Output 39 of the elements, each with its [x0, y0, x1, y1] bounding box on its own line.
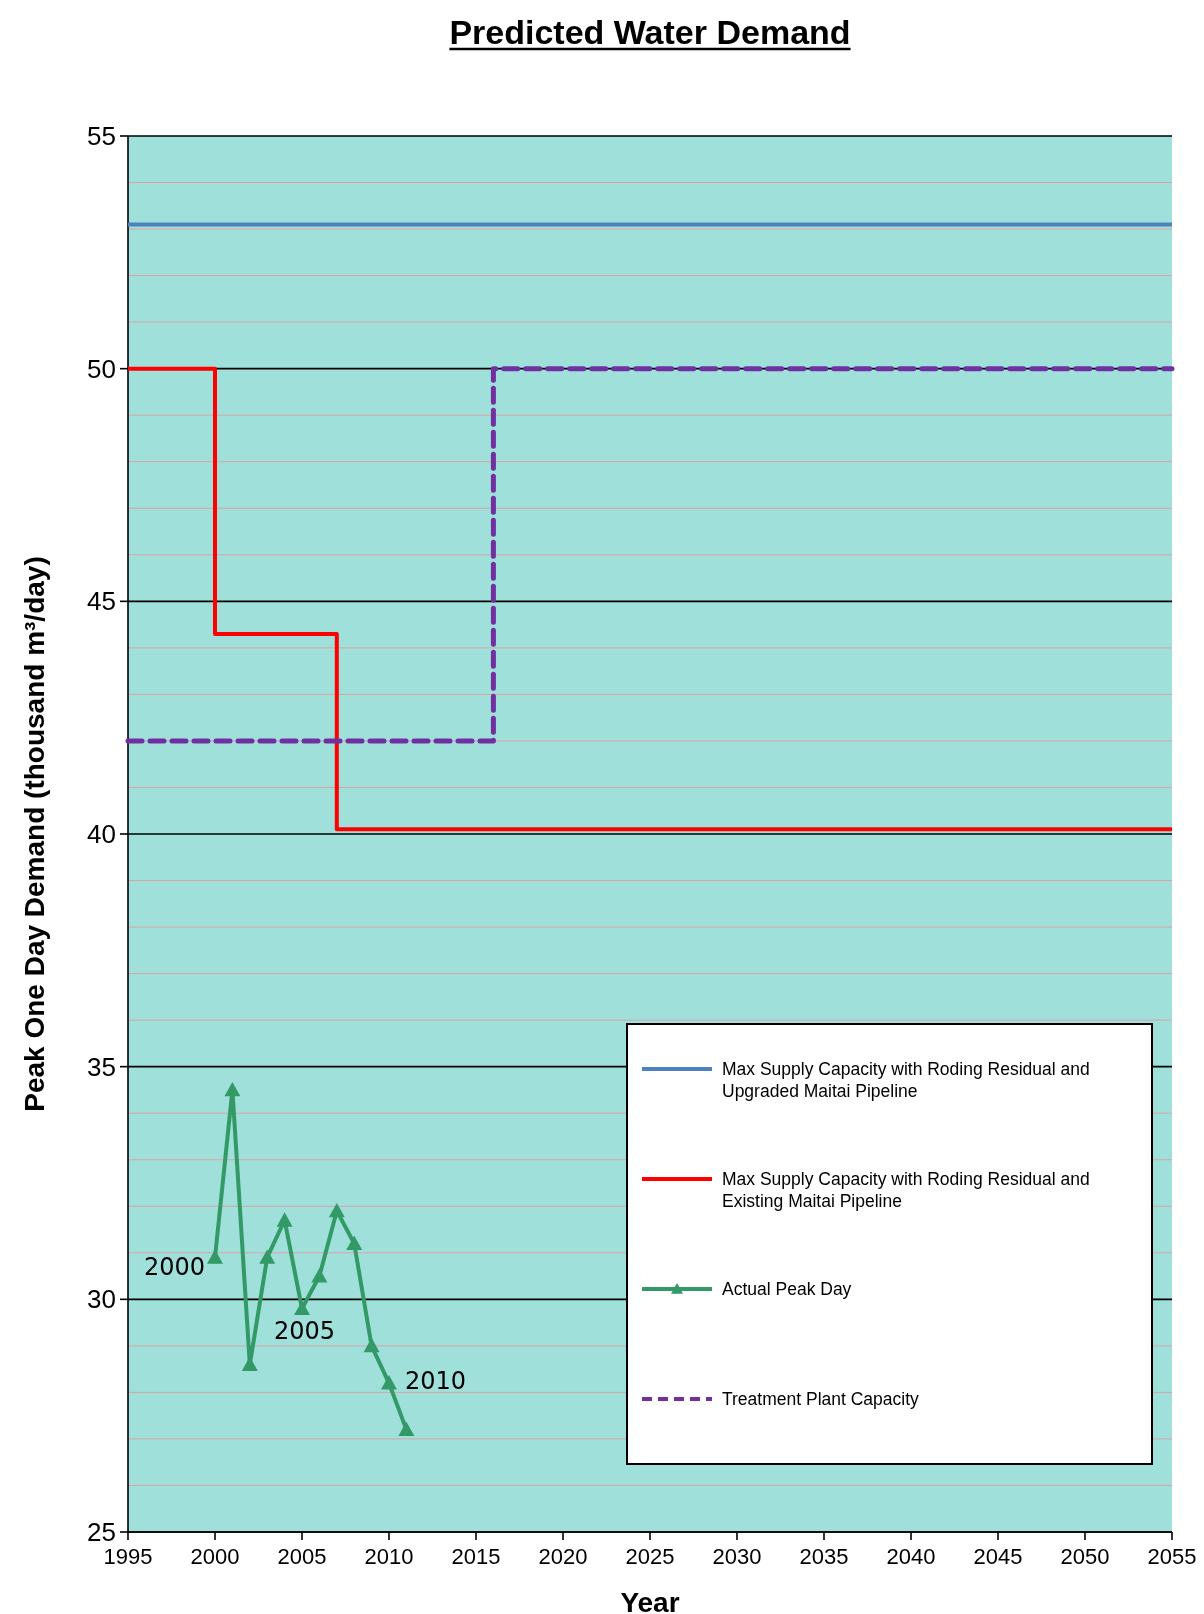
x-tick-label: 2020 [538, 1544, 588, 1569]
x-tick-label: 2010 [364, 1544, 414, 1569]
y-tick-label: 55 [87, 121, 116, 152]
point [381, 1375, 397, 1390]
legend-label: Max Supply Capacity with Roding Residual and Existing Maitai Pipeline [722, 1169, 1090, 1211]
point [363, 1337, 380, 1353]
y-tick-label: 50 [87, 353, 116, 384]
y-axis-title: Peak One Day Demand (thousand m³/day) [19, 556, 50, 1112]
x-tick-label: 2015 [451, 1544, 501, 1569]
point [328, 1202, 345, 1218]
x-tick-label: 2005 [277, 1544, 327, 1569]
legend-label: Treatment Plant Capacity [722, 1389, 920, 1409]
x-tick-label: 2055 [1147, 1544, 1197, 1569]
y-tick-label: 35 [87, 1051, 116, 1082]
point [207, 1249, 223, 1264]
y-tick-label: 45 [87, 586, 116, 617]
x-tick-label: 2050 [1060, 1544, 1110, 1569]
point [294, 1300, 310, 1316]
legend-label: Actual Peak Day [722, 1279, 852, 1299]
point [398, 1421, 415, 1437]
annotation: 2005 [274, 1316, 336, 1345]
x-tick-label: 2045 [973, 1544, 1023, 1569]
point [224, 1081, 241, 1097]
legend-label: Max Supply Capacity with Roding Residual and Upgraded Maitai Pipeline [722, 1059, 1090, 1101]
point [259, 1249, 276, 1264]
x-tick-label: 2000 [190, 1544, 240, 1569]
y-tick-label: 40 [87, 819, 116, 850]
x-tick-label: 2035 [799, 1544, 849, 1569]
y-tick-label: 30 [87, 1284, 116, 1315]
point [346, 1235, 363, 1250]
annotation: 2000 [143, 1253, 205, 1282]
x-tick-label: 2025 [625, 1544, 675, 1569]
x-axis-title: Year [620, 1587, 680, 1614]
point [276, 1212, 293, 1227]
annotation: 2010 [405, 1367, 467, 1396]
x-tick-label: 2040 [886, 1544, 936, 1569]
point [311, 1268, 328, 1283]
chart-title: Predicted Water Demand [449, 13, 851, 51]
x-tick-label: 2030 [712, 1544, 762, 1569]
